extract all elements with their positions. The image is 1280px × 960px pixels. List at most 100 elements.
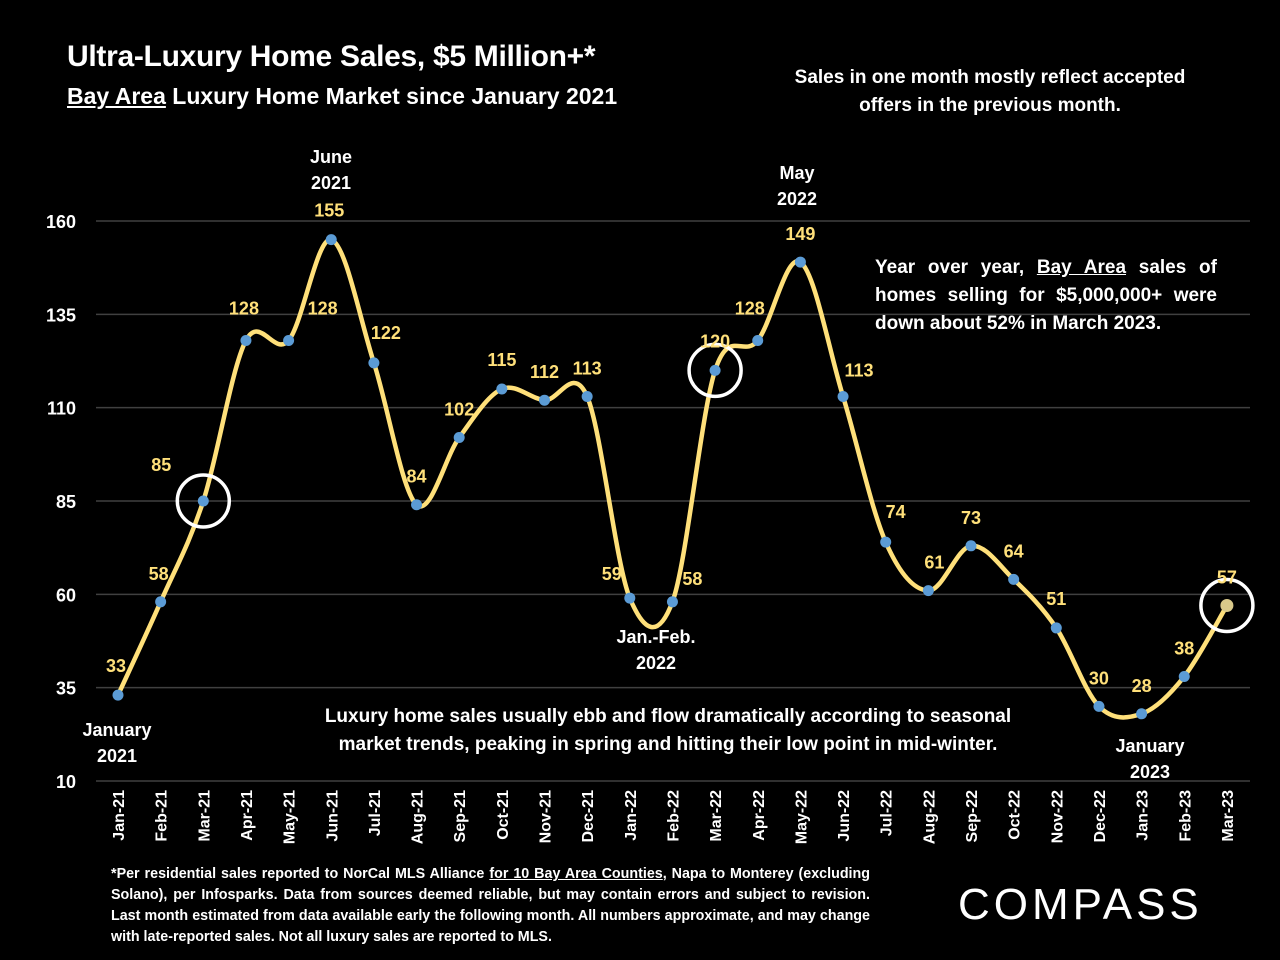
x-tick-label: Aug-22 <box>921 790 938 844</box>
data-point <box>1050 622 1062 634</box>
x-tick-label: Jan-21 <box>111 790 128 841</box>
data-point <box>1178 670 1190 682</box>
y-tick-label: 110 <box>47 399 76 419</box>
data-label: 128 <box>735 298 765 318</box>
data-point <box>880 536 892 548</box>
footnote-post: , Napa to Monterey (excluding Solano), p… <box>111 866 870 945</box>
data-point <box>965 540 977 552</box>
data-label: 73 <box>961 508 981 528</box>
x-tick-label: Jun-21 <box>324 790 341 842</box>
x-tick-label: Mar-21 <box>196 790 213 842</box>
x-tick-label: Sep-21 <box>452 790 469 843</box>
data-label: 120 <box>700 331 730 351</box>
data-point <box>1220 599 1234 613</box>
annotation-jan-2023: January 2023 <box>1115 736 1185 782</box>
y-tick-label: 10 <box>56 772 76 792</box>
data-point <box>368 357 380 369</box>
data-point <box>709 364 721 376</box>
data-point <box>624 592 636 604</box>
x-tick-label: Jan-22 <box>623 790 640 841</box>
x-tick-label: Feb-22 <box>665 790 682 842</box>
data-label: 113 <box>573 358 602 378</box>
annotation-may-2022: May 2022 <box>776 163 818 209</box>
footnote-pre: *Per residential sales reported to NorCa… <box>111 866 490 882</box>
data-point <box>581 390 593 402</box>
data-point <box>453 432 465 444</box>
x-tick-label: May-21 <box>282 790 299 844</box>
data-label: 38 <box>1174 638 1194 658</box>
data-label: 112 <box>530 362 559 382</box>
annotation-jan-feb-2022: Jan.-Feb. 2022 <box>616 627 696 673</box>
x-tick-label: Feb-21 <box>154 790 171 842</box>
note-year-over-year: Year over year, Bay Area sales of homes … <box>875 254 1217 338</box>
x-tick-label: Jul-21 <box>367 790 384 836</box>
data-label: 84 <box>407 467 427 487</box>
data-point <box>922 585 934 597</box>
data-label: 85 <box>151 455 171 475</box>
annotation-jun-2021: June 2021 <box>309 147 352 193</box>
data-point <box>283 334 295 346</box>
data-point <box>837 390 849 402</box>
subtitle-rest: Luxury Home Market since January 2021 <box>165 83 618 109</box>
footnote-counties: for 10 Bay Area Counties <box>489 866 663 882</box>
data-label: 58 <box>682 569 702 589</box>
y-tick-label: 85 <box>56 492 76 512</box>
data-label: 58 <box>149 564 169 584</box>
data-point <box>666 596 678 608</box>
data-label: 128 <box>308 298 338 318</box>
note-accepted-offers: Sales in one month mostly reflect accept… <box>794 67 1186 116</box>
data-label: 128 <box>229 298 259 318</box>
yoy-region: Bay Area <box>1036 257 1127 278</box>
chart-subtitle: Bay Area Luxury Home Market since Januar… <box>67 83 617 110</box>
compass-logo: COMPASS <box>958 880 1203 929</box>
data-point <box>155 596 167 608</box>
data-label: 74 <box>886 502 906 522</box>
x-tick-label: Dec-22 <box>1092 790 1109 843</box>
data-point <box>1008 573 1020 585</box>
chart-title: Ultra-Luxury Home Sales, $5 Million+* <box>67 40 596 73</box>
note-seasonal-trends: Luxury home sales usually ebb and flow d… <box>324 706 1012 755</box>
subtitle-region: Bay Area <box>67 83 166 109</box>
x-tick-label: Nov-22 <box>1049 790 1066 843</box>
data-label: 33 <box>106 656 126 676</box>
data-label: 122 <box>371 323 401 343</box>
yoy-pre: Year over year, <box>875 257 1037 278</box>
x-tick-label: Aug-21 <box>410 790 427 844</box>
x-tick-label: Oct-22 <box>1007 790 1024 840</box>
x-tick-label: Jul-22 <box>879 790 896 836</box>
annotation-jan-2021: January 2021 <box>82 720 152 766</box>
highlight-circle <box>687 342 743 399</box>
x-tick-label: Dec-21 <box>580 790 597 843</box>
x-tick-label: Jun-22 <box>836 790 853 842</box>
data-label: 64 <box>1004 541 1024 561</box>
data-label: 115 <box>487 350 516 370</box>
x-tick-label: Oct-21 <box>495 790 512 840</box>
x-tick-label: Jan-23 <box>1135 790 1152 841</box>
x-tick-label: Apr-21 <box>239 790 256 841</box>
highlight-circle <box>175 473 232 529</box>
data-label: 30 <box>1089 668 1109 688</box>
data-point <box>1093 700 1105 712</box>
y-tick-label: 160 <box>46 212 76 232</box>
data-point <box>411 499 423 511</box>
footnote: *Per residential sales reported to NorCa… <box>111 864 870 948</box>
data-label: 59 <box>602 564 622 584</box>
data-label: 113 <box>845 360 874 380</box>
data-label: 61 <box>924 553 944 573</box>
data-point <box>794 256 806 268</box>
x-tick-label: Apr-22 <box>751 790 768 841</box>
highlight-circle <box>1199 577 1255 634</box>
data-point <box>197 495 209 507</box>
y-tick-label: 135 <box>46 305 76 325</box>
data-point <box>112 689 124 701</box>
data-label: 51 <box>1046 589 1066 609</box>
data-point <box>240 334 252 346</box>
yoy-post: sales of homes selling for $5,000,000+ w… <box>875 257 1217 334</box>
data-label: 102 <box>444 400 474 420</box>
data-label: 57 <box>1217 568 1237 588</box>
y-tick-label: 60 <box>56 585 76 605</box>
x-tick-label: Sep-22 <box>964 790 981 843</box>
x-tick-label: Mar-22 <box>708 790 725 842</box>
data-point <box>1136 708 1148 720</box>
